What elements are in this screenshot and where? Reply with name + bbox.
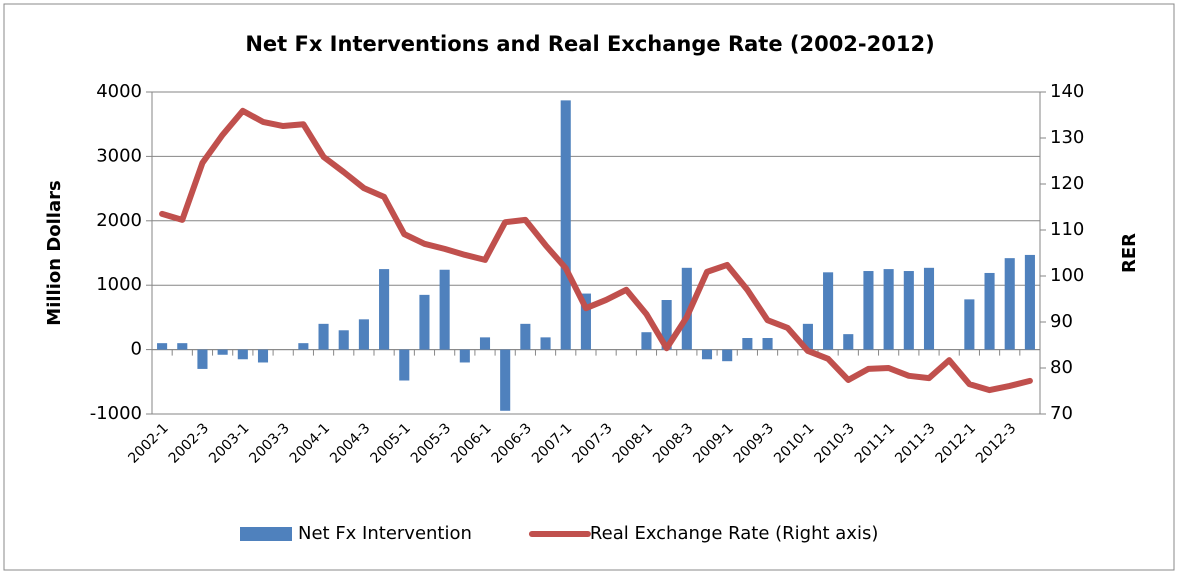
- bar: [257, 349, 269, 363]
- bar: [520, 323, 531, 350]
- bar: [459, 349, 470, 363]
- chart-title: Net Fx Interventions and Real Exchange R…: [245, 32, 934, 56]
- bar: [157, 343, 168, 350]
- y-tick-label: 3000: [96, 145, 142, 166]
- y-tick-label: -1000: [90, 403, 142, 424]
- bar: [802, 323, 813, 350]
- bar: [1004, 258, 1015, 350]
- bar: [641, 332, 652, 350]
- bar: [419, 294, 430, 350]
- y2-axis-title: RER: [1119, 233, 1140, 273]
- bar: [479, 337, 491, 350]
- bar: [318, 323, 329, 350]
- bar: [540, 337, 551, 350]
- y2-tick-label: 110: [1050, 219, 1084, 240]
- y2-tick-label: 120: [1050, 173, 1084, 194]
- bar: [580, 293, 591, 350]
- y2-tick-label: 90: [1050, 311, 1073, 332]
- bar: [177, 343, 188, 350]
- bar: [883, 269, 894, 350]
- bar: [379, 269, 390, 350]
- bar: [358, 319, 369, 350]
- bar: [237, 349, 248, 360]
- y-tick-label: 2000: [96, 210, 142, 231]
- bar: [217, 349, 228, 355]
- bar: [338, 330, 349, 350]
- bar: [964, 299, 975, 350]
- bar: [742, 338, 753, 350]
- y2-tick-label: 100: [1050, 265, 1084, 286]
- bar: [661, 300, 672, 350]
- y-tick-label: 1000: [96, 274, 142, 295]
- bar: [843, 334, 854, 350]
- bar: [923, 267, 935, 350]
- legend-swatch: [240, 527, 292, 541]
- line: [159, 107, 1033, 394]
- bar: [197, 349, 208, 369]
- bar: [500, 349, 511, 411]
- y-tick-label: 0: [131, 339, 142, 360]
- bar: [681, 267, 692, 350]
- bar: [298, 343, 309, 350]
- y2-tick-label: 140: [1050, 81, 1084, 102]
- bar: [863, 271, 874, 350]
- chart-border: [3, 3, 1175, 571]
- y2-tick-label: 80: [1050, 357, 1073, 378]
- bar: [439, 269, 450, 350]
- bar: [701, 349, 713, 360]
- legend-label: Net Fx Intervention: [298, 523, 472, 544]
- bar: [1024, 254, 1035, 350]
- bar: [762, 338, 773, 350]
- legend-label: Real Exchange Rate (Right axis): [590, 523, 878, 544]
- bar: [560, 100, 571, 350]
- bar: [399, 349, 410, 381]
- bar: [823, 272, 834, 350]
- bar: [903, 271, 914, 350]
- y-axis-title: Million Dollars: [44, 180, 65, 325]
- bar: [984, 272, 995, 350]
- y-tick-label: 4000: [96, 81, 142, 102]
- bar: [722, 349, 733, 362]
- y2-tick-label: 130: [1050, 127, 1084, 148]
- y2-tick-label: 70: [1050, 403, 1073, 424]
